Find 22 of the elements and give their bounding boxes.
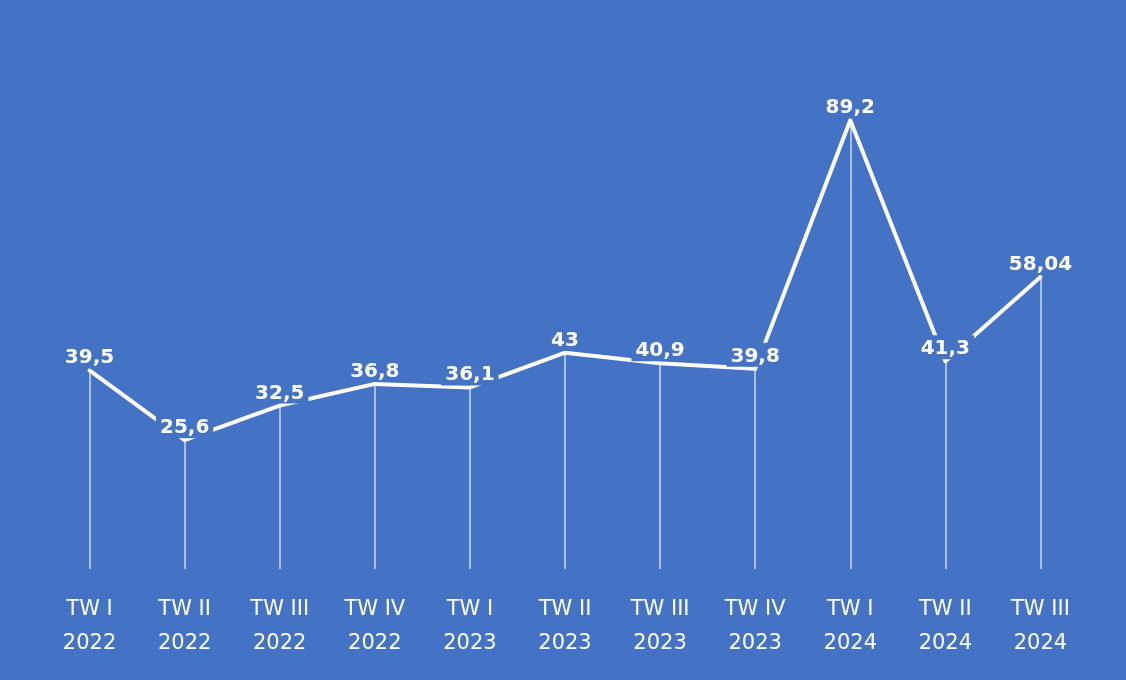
x-tick-label: TW II 2023 (537, 596, 592, 654)
data-label: 36,1 (445, 361, 495, 386)
data-label: 43 (551, 326, 579, 351)
x-tick-label: TW I 2023 (443, 596, 497, 654)
data-label: 41,3 (920, 335, 971, 360)
x-tick-label: TW I 2024 (823, 596, 877, 654)
data-label: 39,5 (64, 344, 115, 369)
x-tick-label: TW I 2022 (62, 596, 117, 654)
x-tick-label: TW III 2024 (1010, 596, 1070, 654)
x-tick-label: TW II 2024 (918, 596, 973, 654)
x-tick-label: TW IV 2022 (343, 596, 406, 654)
x-tick-label: TW II 2022 (157, 596, 212, 654)
data-label: 25,6 (159, 414, 210, 439)
data-label: 39,8 (730, 342, 780, 367)
data-label: 32,5 (255, 379, 305, 404)
x-tick-label: TW III 2023 (629, 596, 690, 654)
data-label: 58,04 (1008, 251, 1073, 276)
data-label: 89,2 (825, 94, 875, 119)
data-label: 36,8 (350, 357, 400, 382)
data-label: 40,9 (635, 337, 685, 362)
x-tick-label: TW IV 2023 (723, 596, 787, 654)
x-tick-label: TW III 2022 (249, 596, 310, 654)
